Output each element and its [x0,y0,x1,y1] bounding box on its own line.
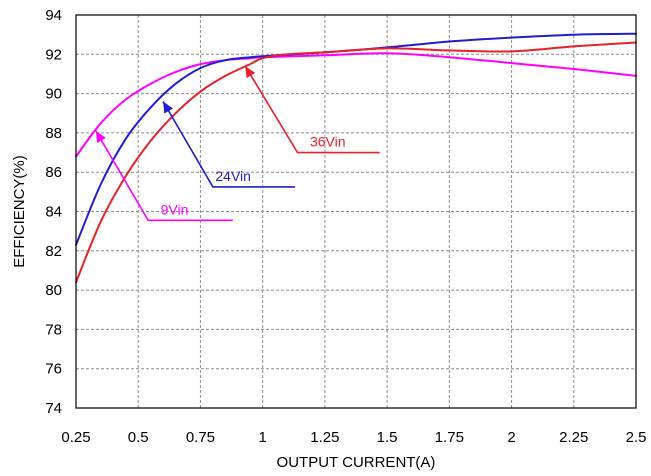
annotations: 9Vin 24Vin 36Vin [95,65,380,222]
x-tick-label: 1 [258,429,266,446]
x-tick-label: 2.5 [626,429,647,446]
tick-labels: 0.25 0.5 0.75 1 1.25 1.5 1.75 2 2.25 2.5 74 76 78 80 8… [45,7,646,446]
arrowhead-24vin [163,101,173,114]
y-tick-label: 90 [45,86,62,103]
x-axis-label: OUTPUT CURRENT(A) [277,454,436,471]
series-lines [75,32,637,284]
y-axis-label: EFFICIENCY(%) [11,155,28,268]
leader-line-36vin [244,65,380,154]
x-tick-label: 1.75 [435,429,464,446]
x-tick-label: 1.25 [310,429,339,446]
y-tick-label: 94 [45,7,62,24]
y-tick-label: 76 [45,361,62,378]
plot-area-border [75,14,637,409]
y-tick-label: 86 [45,164,62,181]
annotation-label-24vin: 24Vin [215,168,251,184]
annotation-label-36vin: 36Vin [310,134,346,150]
x-tick-label: 2 [507,429,515,446]
leader-line-24vin [162,101,296,188]
leader-line-9vin [95,130,233,222]
arrowhead-36vin [245,66,256,79]
y-tick-label: 78 [45,321,62,338]
y-tick-label: 92 [45,46,62,63]
series-line-24vin [75,32,637,246]
y-tick-label: 82 [45,243,62,260]
y-tick-label: 80 [45,282,62,299]
x-tick-label: 0.25 [61,429,90,446]
y-tick-label: 84 [45,204,62,221]
x-tick-label: 2.25 [559,429,588,446]
annotation-label-9vin: 9Vin [161,201,189,217]
arrowhead-9vin [95,130,106,143]
x-tick-label: 1.5 [377,429,398,446]
y-tick-label: 74 [45,400,62,417]
y-tick-label: 88 [45,125,62,142]
x-tick-label: 0.75 [186,429,215,446]
x-tick-label: 0.5 [128,429,149,446]
series-line-36vin [75,41,637,284]
